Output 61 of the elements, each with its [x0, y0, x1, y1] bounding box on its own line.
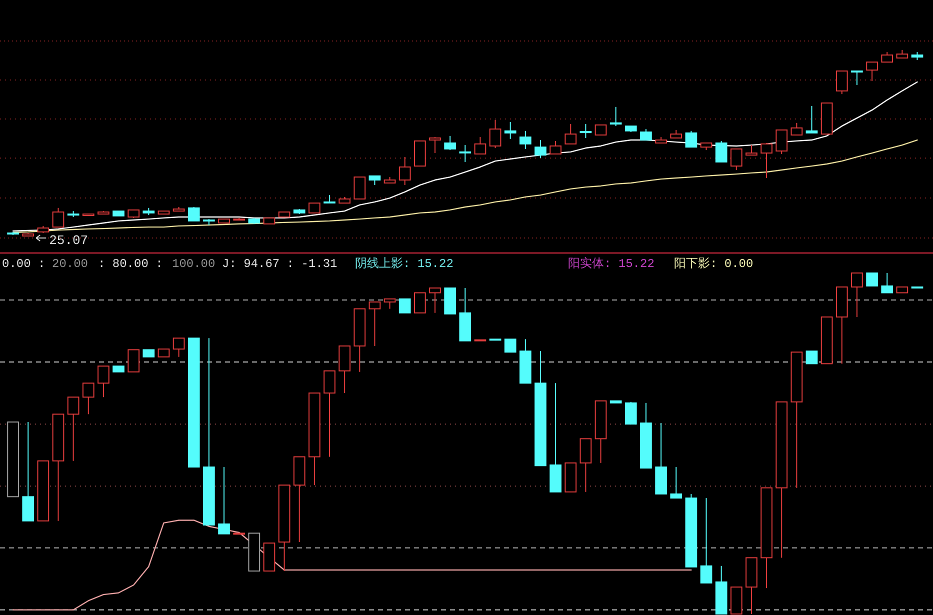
candlestick	[580, 124, 592, 138]
candlestick	[128, 349, 140, 372]
text: 阴线上影: 15.22	[355, 257, 454, 271]
candlestick	[700, 498, 712, 584]
candlestick	[98, 366, 110, 398]
text: 20.00	[52, 257, 88, 271]
candlestick	[188, 206, 200, 222]
candlestick	[172, 338, 185, 358]
candlestick	[746, 144, 758, 156]
candlestick	[504, 338, 516, 353]
text: 阳实体: 15.22	[568, 256, 654, 271]
candlestick	[82, 382, 94, 415]
candlestick	[550, 140, 562, 154]
candlestick	[851, 272, 863, 318]
candlestick	[398, 298, 411, 314]
candlestick	[489, 119, 502, 149]
candlestick	[519, 130, 532, 150]
candlestick	[384, 298, 396, 310]
candlestick	[429, 136, 441, 154]
candlestick	[368, 301, 381, 346]
candlestick	[806, 105, 818, 134]
candlestick	[866, 272, 878, 286]
candlestick	[67, 396, 80, 462]
candlestick	[866, 62, 878, 82]
candlestick	[610, 106, 622, 127]
candlestick	[881, 52, 894, 63]
candlestick	[324, 370, 336, 458]
candlestick	[760, 142, 772, 178]
candlestick	[52, 207, 64, 228]
candlestick	[504, 121, 516, 140]
candlestick	[670, 466, 682, 499]
text: 100.00	[172, 257, 216, 271]
candlestick	[640, 128, 652, 141]
candlestick	[398, 156, 411, 186]
candlestick	[685, 130, 698, 148]
candlestick	[594, 124, 607, 136]
candlestick	[564, 124, 577, 144]
text: 阳下影: 0.00	[674, 257, 754, 271]
candlestick	[534, 140, 546, 159]
annotation: 25.07	[49, 233, 88, 248]
candlestick	[776, 129, 788, 154]
text: : 80.00 :	[98, 257, 163, 271]
candlestick	[444, 135, 456, 151]
candlestick	[459, 144, 472, 162]
text: J: 94.67 : -1.31	[222, 257, 338, 271]
candlestick	[354, 176, 366, 200]
text: 0.00 :	[2, 257, 46, 271]
candlestick	[881, 272, 894, 294]
candlestick	[624, 401, 637, 425]
candlestick	[715, 140, 728, 162]
candlestick	[308, 202, 320, 214]
candlestick	[836, 70, 848, 95]
candlestick	[414, 292, 426, 314]
candlestick	[851, 70, 863, 86]
candlestick	[368, 175, 381, 186]
candlestick	[429, 288, 441, 314]
candlestick	[730, 148, 742, 170]
candlestick	[790, 122, 803, 136]
candlestick	[806, 350, 818, 364]
candlestick	[218, 466, 230, 534]
candlestick	[474, 136, 486, 154]
